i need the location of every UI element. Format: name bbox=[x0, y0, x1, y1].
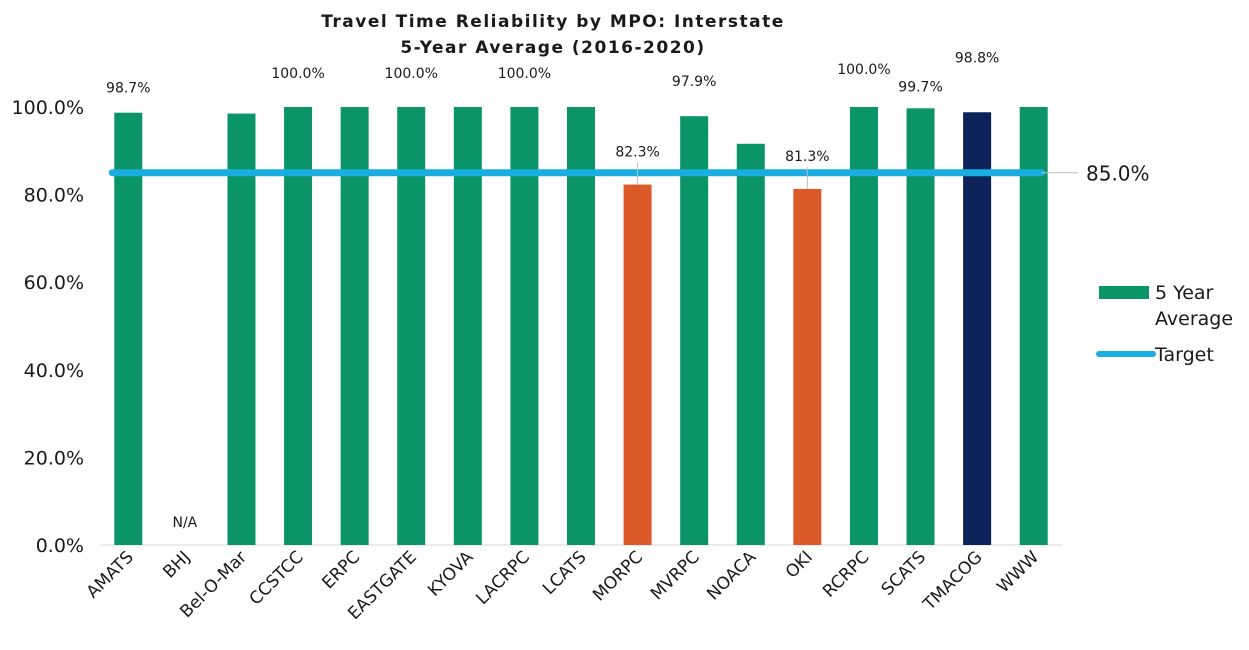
x-tick-label: WWW bbox=[993, 547, 1043, 597]
y-tick-label: 20.0% bbox=[24, 447, 84, 469]
bar bbox=[1019, 107, 1048, 545]
bar bbox=[906, 108, 935, 546]
bar bbox=[680, 116, 709, 545]
x-tick-label: TMACOG bbox=[919, 547, 987, 615]
x-tick-label: KYOVA bbox=[424, 547, 477, 600]
bar bbox=[849, 107, 878, 545]
legend-series-swatch bbox=[1099, 286, 1149, 299]
y-axis: 0.0% 20.0% 40.0% 60.0% 80.0% 100.0% bbox=[12, 97, 1062, 557]
x-tick-label: OKI bbox=[782, 547, 817, 582]
x-tick-label: MORPC bbox=[589, 547, 647, 605]
bar bbox=[510, 107, 539, 545]
data-label: 100.0% bbox=[498, 66, 551, 82]
x-tick-label: NOACA bbox=[703, 547, 760, 604]
x-tick-label: SCATS bbox=[878, 547, 930, 599]
data-label: 98.8% bbox=[955, 50, 999, 66]
bar bbox=[340, 107, 369, 545]
data-label: 98.7% bbox=[106, 81, 150, 97]
bar bbox=[736, 143, 765, 546]
target-label: 85.0% bbox=[1086, 162, 1150, 186]
chart-title: Travel Time Reliability by MPO: Intersta… bbox=[321, 12, 785, 32]
data-label: 100.0% bbox=[385, 66, 438, 82]
x-tick-label: MVRPC bbox=[647, 547, 704, 604]
legend-series-label-line1: 5 Year bbox=[1155, 282, 1214, 304]
data-label: 82.3% bbox=[615, 145, 659, 161]
y-tick-label: 40.0% bbox=[24, 360, 84, 382]
x-tick-label: ERPC bbox=[318, 547, 364, 593]
y-tick-label: 60.0% bbox=[24, 272, 84, 294]
bar bbox=[963, 112, 992, 546]
bars bbox=[114, 107, 1048, 546]
bar bbox=[227, 113, 256, 545]
y-tick-label: 100.0% bbox=[12, 97, 84, 119]
legend-series-label-line2: Average bbox=[1155, 308, 1233, 330]
x-tick-label: LACRPC bbox=[472, 547, 534, 609]
data-labels: 98.7% N/A 100.0% 100.0% 100.0% 82.3% 97.9% 81.3… bbox=[106, 50, 999, 531]
legend-target-label: Target bbox=[1154, 344, 1214, 366]
target-line-group: 85.0% bbox=[108, 162, 1150, 186]
bar bbox=[567, 107, 595, 545]
bar bbox=[284, 107, 313, 545]
x-tick-label: RCRPC bbox=[819, 547, 873, 601]
chart-subtitle: 5-Year Average (2016-2020) bbox=[400, 38, 705, 58]
x-tick-label: AMATS bbox=[83, 547, 138, 602]
data-label: 100.0% bbox=[837, 62, 890, 78]
legend: 5 Year Average Target bbox=[1096, 282, 1233, 366]
data-label: 100.0% bbox=[271, 66, 324, 82]
x-tick-label: LCATS bbox=[539, 547, 590, 598]
x-tick-label: BHJ bbox=[159, 547, 194, 582]
bar bbox=[453, 107, 482, 545]
data-label: N/A bbox=[172, 515, 197, 531]
bar bbox=[793, 188, 822, 545]
x-tick-label: CCSTCC bbox=[246, 547, 308, 609]
data-label: 97.9% bbox=[672, 74, 716, 90]
bar bbox=[623, 184, 652, 545]
y-tick-label: 0.0% bbox=[36, 535, 84, 557]
bar bbox=[397, 107, 426, 545]
bar bbox=[114, 112, 143, 545]
data-label: 99.7% bbox=[898, 79, 942, 95]
y-tick-label: 80.0% bbox=[24, 185, 84, 207]
data-label: 81.3% bbox=[785, 149, 829, 165]
